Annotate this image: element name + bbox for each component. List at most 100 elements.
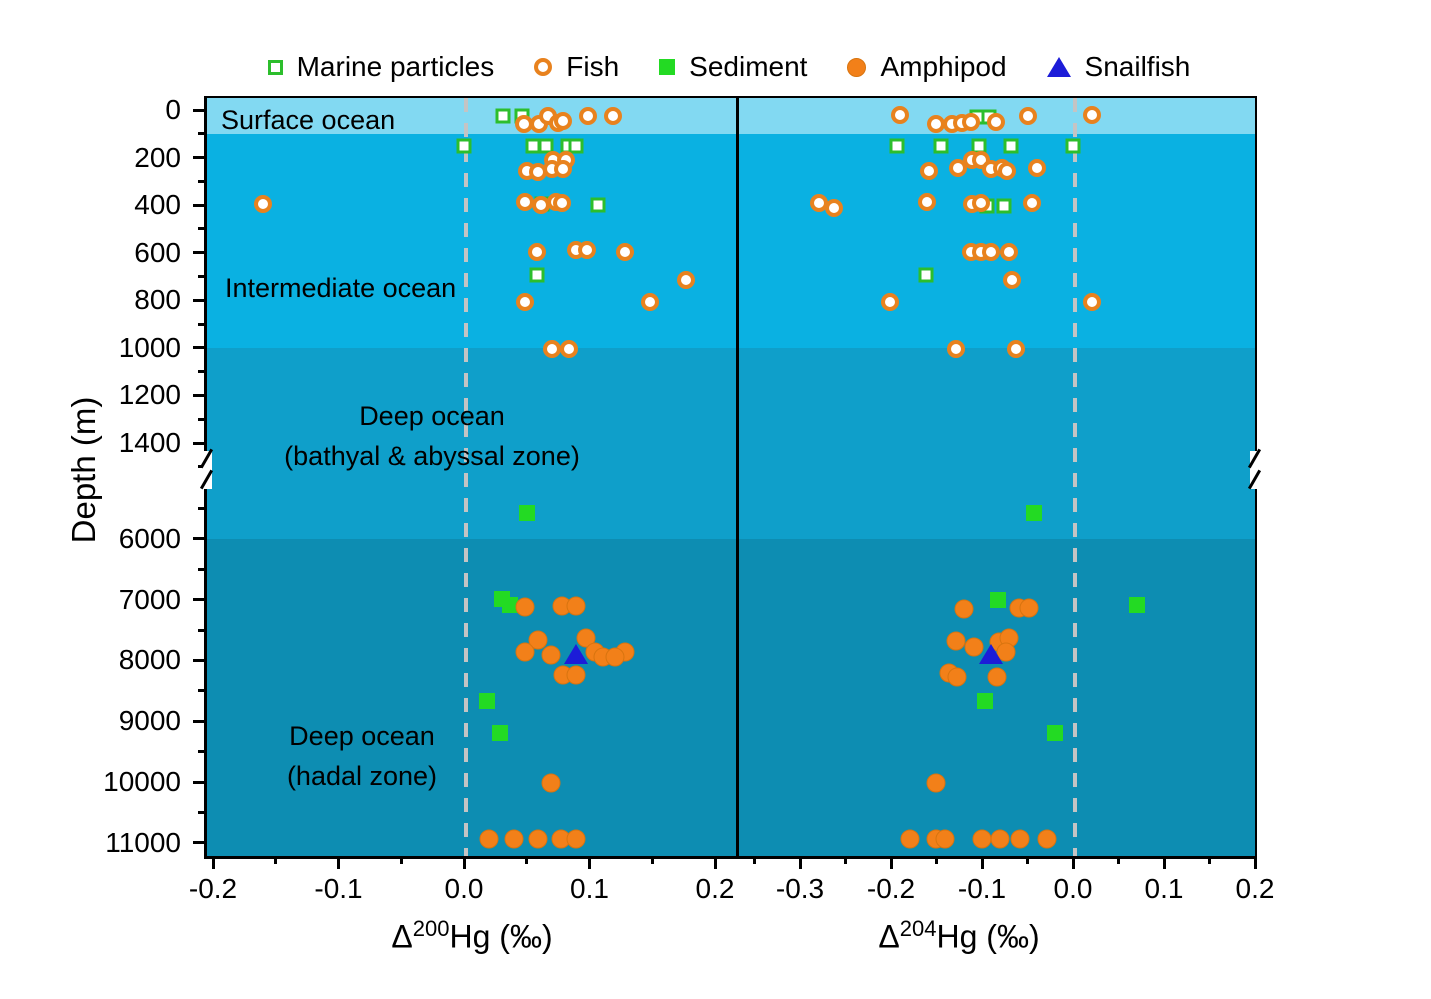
- legend-item-fish: Fish: [534, 51, 619, 83]
- y-axis-title: Depth (m): [65, 396, 102, 544]
- legend-label: Fish: [566, 51, 620, 82]
- x-minor-tick: [935, 856, 938, 864]
- fish-marker: [986, 112, 1005, 131]
- x-tick: [337, 856, 340, 869]
- y-tick-label: 800: [134, 284, 181, 316]
- marine-particles-marker: [568, 138, 584, 154]
- fish-marker: [982, 242, 1001, 261]
- amphipod-marker: [566, 665, 586, 685]
- amphipod-marker: [954, 599, 974, 619]
- marine-particles-marker: [1003, 138, 1019, 154]
- y-tick-label: 11000: [105, 826, 181, 858]
- x-tick: [798, 856, 802, 869]
- x-tick: [1071, 856, 1075, 869]
- filled-triangle-icon: [1046, 57, 1071, 77]
- fish-marker: [542, 340, 561, 359]
- sediment-marker: [502, 597, 519, 614]
- x-tick-label: 0.1: [570, 873, 609, 904]
- zone-label-hadal: Deep ocean (hadal zone): [286, 721, 438, 791]
- amphipod-marker: [926, 773, 946, 793]
- fish-marker: [997, 161, 1016, 180]
- y-tick-label: 9000: [118, 705, 181, 737]
- fish-marker: [254, 194, 273, 213]
- amphipod-marker: [605, 647, 625, 667]
- y-minor-tick: [198, 417, 205, 421]
- legend: Marine particles Fish Sediment Amphipod Snai…: [204, 44, 1254, 90]
- y-tick-label: 1400: [118, 427, 181, 459]
- amphipod-marker: [504, 829, 524, 849]
- amphipod-marker: [541, 645, 561, 665]
- x-tick: [713, 856, 717, 869]
- fish-marker: [1027, 159, 1046, 178]
- y-tick: [193, 598, 205, 602]
- sediment-marker: [1025, 505, 1042, 522]
- fish-marker: [552, 193, 571, 212]
- amphipod-marker: [1010, 829, 1030, 849]
- legend-item-marine-particles: Marine particles: [267, 51, 495, 83]
- x-tick: [211, 856, 215, 869]
- x-minor-tick: [1208, 856, 1211, 864]
- snailfish-marker: [979, 643, 1004, 664]
- x-axis-title-d204: Δ204Hg (‰): [878, 916, 1040, 955]
- y-minor-tick: [198, 567, 205, 571]
- y-tick: [193, 203, 205, 207]
- x-tick: [1253, 856, 1257, 869]
- x-tick-label: 0.1: [1144, 873, 1184, 904]
- legend-item-snailfish: Snailfish: [1046, 51, 1191, 83]
- fish-marker: [554, 111, 573, 130]
- y-tick: [193, 156, 205, 160]
- y-minor-tick: [198, 179, 205, 183]
- y-tick: [193, 441, 205, 445]
- x-tick-label: -0.2: [866, 873, 916, 904]
- legend-label: Snailfish: [1084, 51, 1191, 82]
- fish-marker: [640, 292, 659, 311]
- fish-marker: [604, 106, 623, 125]
- x-minor-tick: [274, 856, 278, 864]
- y-minor-tick: [198, 322, 205, 326]
- y-tick: [193, 719, 205, 723]
- zone-band-1: [207, 133, 1255, 348]
- fish-marker: [824, 198, 843, 217]
- y-minor-tick: [198, 810, 205, 814]
- x-minor-tick: [753, 856, 756, 864]
- amphipod-marker: [900, 829, 920, 849]
- y-tick: [193, 346, 205, 350]
- sediment-marker: [478, 692, 495, 709]
- legend-label: Marine particles: [296, 51, 495, 82]
- fish-marker: [926, 115, 945, 134]
- marine-particles-marker: [538, 138, 554, 154]
- sediment-marker: [1128, 597, 1145, 614]
- fish-marker: [527, 242, 546, 261]
- amphipod-marker: [566, 829, 586, 849]
- fish-marker: [920, 161, 939, 180]
- y-minor-tick: [198, 506, 205, 510]
- fish-marker: [1003, 271, 1022, 290]
- y-tick: [193, 658, 205, 662]
- y-tick: [193, 298, 205, 302]
- fish-marker: [1023, 193, 1042, 212]
- fish-marker: [677, 271, 696, 290]
- y-tick-label: 8000: [118, 644, 181, 676]
- legend-item-sediment: Sediment: [659, 51, 807, 83]
- x-minor-tick: [399, 856, 403, 864]
- amphipod-marker: [528, 829, 548, 849]
- fish-marker: [918, 192, 937, 211]
- amphipod-marker: [935, 829, 955, 849]
- sediment-marker: [492, 724, 509, 741]
- zone-label-surface: Surface ocean: [221, 105, 396, 135]
- fish-marker: [579, 106, 598, 125]
- panel-divider: [736, 98, 739, 856]
- marine-particles-marker: [456, 138, 472, 154]
- x-minor-tick: [650, 856, 654, 864]
- y-axis-break-icon: [199, 448, 214, 490]
- y-tick: [193, 841, 205, 845]
- marine-particles-marker: [1065, 138, 1081, 154]
- x-tick-label: 0.0: [1053, 873, 1093, 904]
- zone-label-bathyal: Deep ocean (bathyal & abyssal zone): [284, 401, 580, 471]
- zero-reference-line-d200: [464, 98, 468, 856]
- filled-square-icon: [659, 59, 676, 75]
- sediment-marker: [1046, 724, 1063, 741]
- zone-band-0: [207, 98, 1255, 134]
- filled-circle-icon: [847, 57, 867, 77]
- x-minor-tick: [844, 856, 847, 864]
